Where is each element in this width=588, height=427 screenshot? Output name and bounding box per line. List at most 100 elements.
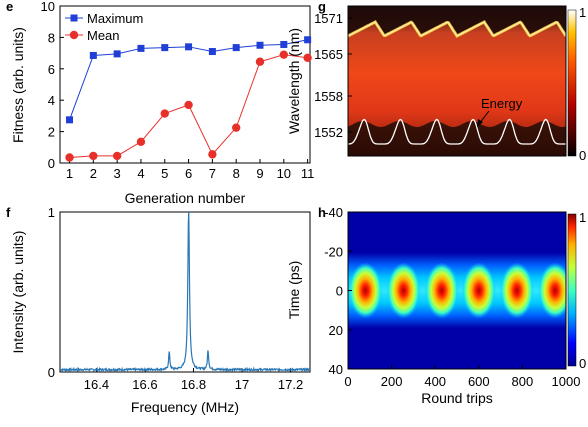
- x-tick-label: 8: [233, 166, 240, 181]
- data-point-mean: [89, 151, 98, 161]
- x-tick-label: 3: [114, 166, 121, 181]
- y-tick-label: 20: [329, 323, 343, 338]
- panel-label-e: e: [6, 0, 13, 14]
- x-tick-label: 11: [301, 166, 315, 181]
- panel-f-axes: [59, 211, 311, 373]
- colorbar-g-max: 1: [579, 5, 586, 20]
- y-tick-label: 1565: [314, 47, 343, 62]
- energy-annotation: Energy: [481, 96, 523, 111]
- y-tick-label: 6: [48, 62, 55, 77]
- x-tick-label: 10: [277, 166, 291, 181]
- data-point-mean: [112, 151, 122, 161]
- spectrum-line: [60, 212, 310, 372]
- data-point-mean: [279, 50, 289, 59]
- colorbar-h-min: 0: [579, 356, 586, 371]
- panel-g: g 1552 1558 1565 1571 Wavelength (nm) Energ…: [286, 0, 586, 163]
- panel-label-f: f: [6, 205, 11, 220]
- data-point-maximum: [208, 48, 216, 56]
- data-point-mean: [231, 123, 241, 132]
- x-tick-label: 600: [468, 374, 490, 389]
- x-tick-label: 4: [137, 166, 144, 181]
- x-tick-label: 16.4: [84, 377, 109, 392]
- data-point-maximum: [304, 36, 312, 44]
- x-tick-label: 6: [185, 166, 192, 181]
- panel-g-heatmap: [348, 6, 566, 156]
- y-tick-label: 1558: [314, 89, 343, 104]
- data-point-maximum: [232, 44, 240, 52]
- panel-h-ylabel: Time (ps): [286, 261, 302, 320]
- panel-e-ticks: 1 2 3 4 5 6 7 8 9 10 11 0 2 4 6 8 10: [41, 0, 315, 181]
- panel-label-g: g: [318, 0, 326, 14]
- panel-g-axes: [347, 5, 567, 157]
- panel-f-ylabel: Intensity (arb. units): [10, 231, 26, 354]
- x-tick-label: 7: [209, 166, 216, 181]
- y-tick-label: 8: [48, 30, 55, 45]
- energy-arrowhead: [477, 119, 483, 127]
- x-tick-label: 16.6: [132, 377, 157, 392]
- colorbar-g-min: 0: [579, 148, 586, 163]
- x-tick-label: 2: [90, 166, 97, 181]
- data-point-mean: [136, 137, 146, 147]
- y-tick-label: 40: [329, 362, 343, 377]
- panel-f-ticks: 16.4 16.6 16.8 17 17.2 0 1: [48, 205, 303, 392]
- y-tick-label: -20: [324, 244, 343, 259]
- panel-f-xlabel: Frequency (MHz): [131, 399, 239, 415]
- x-tick-label: 400: [424, 374, 446, 389]
- y-tick-label: 0: [48, 365, 55, 380]
- panel-e: e 1 2 3 4 5 6 7 8 9 10 11 0 2 4 6 8 10 Maximum Mean Fitn…: [6, 0, 314, 206]
- data-point-mean: [303, 53, 312, 63]
- x-tick-label: 9: [256, 166, 263, 181]
- data-point-mean: [184, 100, 193, 110]
- panel-g-ticks: 1552 1558 1565 1571: [314, 11, 352, 140]
- colorbar-h-max: 1: [579, 210, 586, 225]
- pulse-blob: [538, 262, 566, 319]
- panel-h-heatmap: [348, 212, 566, 369]
- data-point-mean: [160, 109, 169, 118]
- panel-h-ticks: 0 200 400 600 800 1000 -40 -20 0 20 40: [324, 205, 580, 389]
- y-tick-label: 0: [48, 156, 55, 171]
- pulse-blob: [499, 262, 534, 319]
- data-point-maximum: [66, 116, 74, 124]
- x-tick-label: 0: [344, 374, 351, 389]
- x-tick-label: 200: [381, 374, 403, 389]
- y-tick-label: 10: [41, 0, 55, 14]
- data-point-maximum: [185, 43, 193, 51]
- data-point-mean: [255, 57, 265, 66]
- y-tick-label: 4: [48, 93, 55, 108]
- pulse-blob: [386, 262, 421, 319]
- data-point-mean: [208, 150, 217, 159]
- data-point-maximum: [256, 41, 264, 49]
- panel-h-xlabel: Round trips: [421, 390, 493, 406]
- x-tick-label: 5: [161, 166, 168, 181]
- data-point-maximum: [280, 40, 288, 48]
- panel-e-series: [65, 36, 312, 162]
- pulse-blob: [348, 262, 383, 319]
- pulse-blobs: [348, 262, 566, 319]
- pulse-blob: [424, 262, 459, 319]
- y-tick-label: -40: [324, 205, 343, 220]
- data-point-mean: [65, 153, 74, 162]
- y-tick-label: 0: [336, 284, 343, 299]
- x-tick-label: 17: [235, 377, 249, 392]
- colorbar-h: [567, 213, 577, 367]
- legend-marker-maximum: [70, 14, 78, 22]
- panel-label-h: h: [318, 205, 326, 220]
- y-tick-label: 1: [48, 205, 55, 220]
- y-tick-label: 1552: [314, 125, 343, 140]
- y-tick-label: 2: [48, 125, 55, 140]
- x-tick-label: 1: [66, 166, 73, 181]
- panel-f: f 16.4 16.6 16.8 17 17.2 0 1 Intensity (arb. u…: [6, 205, 311, 415]
- panel-g-ylabel: Wavelength (nm): [286, 28, 302, 134]
- panel-e-xlabel: Generation number: [125, 190, 246, 206]
- data-point-maximum: [89, 51, 97, 59]
- panel-e-axes: [59, 5, 311, 164]
- data-point-maximum: [161, 44, 169, 52]
- data-point-maximum: [137, 44, 145, 52]
- energy-trace: [348, 118, 566, 145]
- panel-h: h 0 200 400 600 800 1000 -40 -20 0 20 40 Time (ps)…: [286, 205, 586, 406]
- legend-marker-mean: [69, 30, 79, 40]
- y-tick-label: 1571: [314, 11, 343, 26]
- x-tick-label: 16.8: [181, 377, 206, 392]
- panel-e-legend: Maximum Mean: [65, 11, 143, 43]
